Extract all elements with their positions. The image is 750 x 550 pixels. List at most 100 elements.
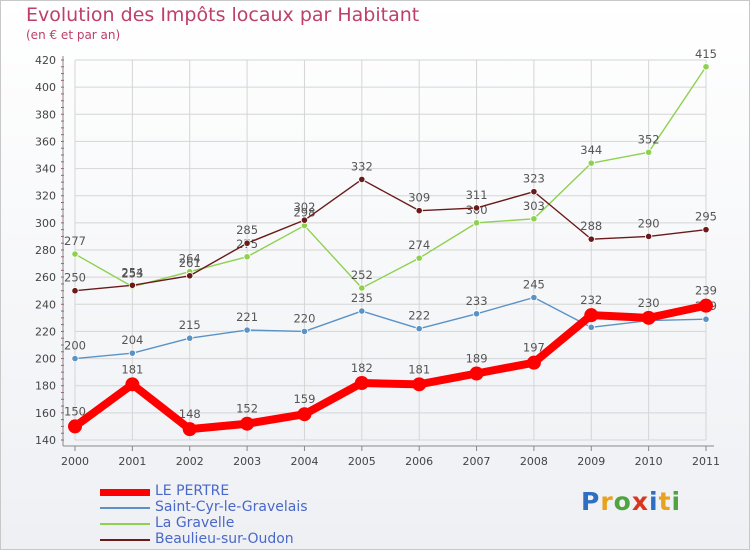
data-point-saint-cyr-le-gravelais (530, 293, 538, 302)
data-point-le-pertre (125, 377, 140, 392)
legend-label: Saint-Cyr-le-Gravelais (155, 499, 308, 515)
data-point-saint-cyr-le-gravelais (300, 327, 309, 336)
chart-subtitle: (en € et par an) (26, 28, 121, 42)
data-point-la-gravelle (243, 253, 251, 261)
data-label-beaulieu-sur-oudon: 309 (408, 191, 430, 205)
data-label-beaulieu-sur-oudon: 261 (179, 256, 201, 270)
data-point-la-gravelle (358, 284, 366, 292)
data-label-beaulieu-sur-oudon: 332 (351, 159, 373, 173)
data-point-la-gravelle (530, 215, 538, 223)
x-tick-label: 2008 (520, 455, 548, 468)
data-point-le-pertre (182, 422, 197, 437)
legend-swatch (100, 539, 150, 541)
data-label-la-gravelle: 344 (580, 143, 602, 157)
data-point-beaulieu-sur-oudon (358, 175, 366, 184)
x-tick-label: 2006 (405, 455, 433, 468)
logo-letter: i (649, 487, 659, 516)
data-label-beaulieu-sur-oudon: 290 (638, 216, 660, 230)
data-point-beaulieu-sur-oudon (300, 216, 309, 224)
data-point-le-pertre (354, 376, 369, 390)
data-point-le-pertre (240, 416, 255, 431)
logo-letter: o (613, 487, 632, 516)
data-label-la-gravelle: 415 (695, 47, 717, 61)
data-label-la-gravelle: 352 (638, 132, 660, 146)
data-label-la-gravelle: 253 (121, 267, 143, 281)
series-line-saint-cyr-le-gravelais (74, 296, 707, 360)
y-tick-label: 160 (35, 407, 56, 420)
data-label-le-pertre: 232 (580, 293, 602, 307)
logo-letter: r (600, 487, 614, 516)
data-point-saint-cyr-le-gravelais (415, 325, 423, 333)
y-tick-label: 320 (35, 190, 56, 203)
data-label-la-gravelle: 264 (179, 252, 201, 266)
y-tick-label: 280 (35, 244, 56, 257)
legend-swatch (100, 507, 150, 509)
data-point-beaulieu-sur-oudon (587, 235, 595, 243)
data-label-beaulieu-sur-oudon: 254 (121, 265, 143, 279)
x-tick-label: 2000 (61, 455, 89, 468)
x-tick-label: 2009 (577, 455, 605, 468)
data-point-saint-cyr-le-gravelais (186, 334, 194, 342)
data-point-beaulieu-sur-oudon (702, 226, 710, 234)
chart-legend: LE PERTRE Saint-Cyr-le-Gravelais La Gravel… (100, 483, 400, 548)
data-point-la-gravelle (645, 148, 653, 156)
legend-item-beaulieu-sur-oudon: Beaulieu-sur-Oudon (100, 531, 400, 548)
data-label-le-pertre: 181 (121, 362, 143, 376)
data-point-le-pertre (526, 355, 541, 370)
data-label-le-pertre: 239 (695, 284, 717, 298)
data-label-la-gravelle: 303 (523, 199, 545, 213)
data-point-beaulieu-sur-oudon (71, 287, 79, 295)
data-point-beaulieu-sur-oudon (472, 204, 481, 212)
y-tick-label: 260 (35, 271, 56, 284)
data-point-saint-cyr-le-gravelais (472, 310, 481, 318)
data-label-beaulieu-sur-oudon: 311 (466, 188, 488, 202)
data-label-saint-cyr-le-gravelais: 235 (351, 291, 373, 305)
y-tick-label: 420 (35, 54, 56, 67)
y-tick-label: 200 (35, 353, 56, 366)
y-tick-label: 380 (35, 108, 56, 121)
data-label-beaulieu-sur-oudon: 302 (293, 200, 315, 214)
x-tick-label: 2007 (463, 455, 491, 468)
y-tick-label: 400 (35, 81, 56, 94)
data-label-le-pertre: 181 (408, 362, 430, 376)
proxiti-logo: Proxiti (581, 487, 681, 516)
y-tick-label: 220 (35, 325, 56, 338)
data-label-saint-cyr-le-gravelais: 220 (293, 311, 315, 325)
legend-label: LE PERTRE (155, 483, 230, 499)
data-label-beaulieu-sur-oudon: 250 (64, 271, 86, 285)
data-point-saint-cyr-le-gravelais (587, 323, 595, 331)
data-point-saint-cyr-le-gravelais (243, 326, 251, 334)
data-point-saint-cyr-le-gravelais (358, 307, 366, 315)
y-tick-label: 360 (35, 135, 56, 148)
data-label-saint-cyr-le-gravelais: 215 (179, 318, 201, 332)
data-label-saint-cyr-le-gravelais: 204 (121, 333, 143, 347)
legend-label: La Gravelle (155, 515, 235, 531)
legend-swatch (100, 488, 150, 496)
data-label-le-pertre: 148 (179, 407, 201, 421)
data-point-la-gravelle (587, 159, 595, 167)
data-point-saint-cyr-le-gravelais (128, 349, 136, 357)
data-label-le-pertre: 159 (293, 392, 315, 406)
y-tick-label: 180 (35, 380, 56, 393)
data-label-beaulieu-sur-oudon: 323 (523, 172, 545, 186)
x-tick-label: 2010 (635, 455, 663, 468)
data-point-saint-cyr-le-gravelais (71, 354, 79, 363)
data-label-saint-cyr-le-gravelais: 222 (408, 309, 430, 323)
data-point-beaulieu-sur-oudon (415, 207, 423, 215)
logo-letter: x (631, 487, 649, 516)
data-label-le-pertre: 197 (523, 341, 545, 355)
data-point-beaulieu-sur-oudon (186, 272, 194, 280)
data-label-le-pertre: 150 (64, 404, 86, 418)
data-label-le-pertre: 182 (351, 361, 373, 375)
legend-item-saint-cyr-le-gravelais: Saint-Cyr-le-Gravelais (100, 499, 400, 516)
x-tick-label: 2005 (348, 455, 376, 468)
data-point-beaulieu-sur-oudon (128, 281, 136, 289)
x-tick-label: 2001 (118, 455, 146, 468)
data-point-la-gravelle (71, 250, 79, 258)
logo-letter: i (671, 487, 682, 516)
data-label-la-gravelle: 277 (64, 234, 86, 248)
y-tick-label: 340 (35, 163, 56, 176)
logo-letter: t (658, 487, 672, 516)
data-point-le-pertre (412, 377, 427, 392)
